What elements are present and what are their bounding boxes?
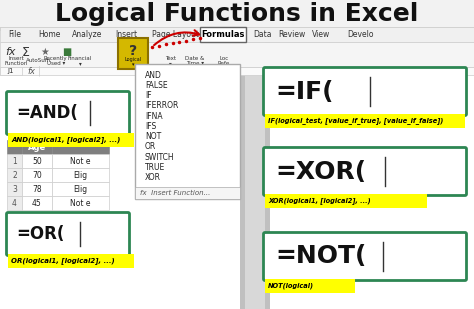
Bar xyxy=(0,42,474,67)
Text: AND(logical1, [logical2], ...): AND(logical1, [logical2], ...) xyxy=(11,137,120,143)
Text: OR(logical1, [logical2], ...): OR(logical1, [logical2], ...) xyxy=(11,257,115,265)
FancyBboxPatch shape xyxy=(264,232,466,281)
Text: Analyze: Analyze xyxy=(72,30,102,39)
Text: 78: 78 xyxy=(32,184,42,193)
Text: fx: fx xyxy=(5,47,16,57)
Text: 50: 50 xyxy=(32,156,42,166)
Text: fx: fx xyxy=(27,66,35,75)
Text: 70: 70 xyxy=(32,171,42,180)
Text: fx  Insert Function...: fx Insert Function... xyxy=(140,190,210,196)
Bar xyxy=(7,196,22,210)
Bar xyxy=(0,0,474,27)
Text: =NOT(: =NOT( xyxy=(275,244,366,269)
Text: Recently
Used ▾: Recently Used ▾ xyxy=(44,56,68,66)
Text: =IF(: =IF( xyxy=(275,79,334,104)
Text: Date &
Time ▾: Date & Time ▾ xyxy=(185,56,204,66)
Text: Not e: Not e xyxy=(70,198,91,208)
Text: Σ: Σ xyxy=(22,45,30,58)
FancyBboxPatch shape xyxy=(7,213,129,256)
Text: Review: Review xyxy=(278,30,305,39)
Bar xyxy=(22,168,52,182)
Bar xyxy=(0,27,474,42)
Text: Elig: Elig xyxy=(73,184,88,193)
Bar xyxy=(52,168,109,182)
Bar xyxy=(52,140,109,154)
Text: 1: 1 xyxy=(12,156,17,166)
Text: View: View xyxy=(312,30,330,39)
Text: FALSE: FALSE xyxy=(145,81,168,90)
Text: NOT(logical): NOT(logical) xyxy=(268,283,314,289)
Text: 2: 2 xyxy=(12,171,17,180)
FancyBboxPatch shape xyxy=(264,67,466,116)
Text: J1: J1 xyxy=(8,68,14,74)
Bar xyxy=(118,38,148,69)
Text: IFS: IFS xyxy=(145,122,156,131)
Bar xyxy=(245,31,265,309)
Text: =XOR(: =XOR( xyxy=(275,159,366,184)
Text: =AND(: =AND( xyxy=(16,104,78,122)
Text: IF(logical_test, [value_if_true], [value_if_false]): IF(logical_test, [value_if_true], [value… xyxy=(268,117,443,125)
Text: Financial
▾: Financial ▾ xyxy=(68,56,92,66)
Text: |: | xyxy=(38,66,41,76)
Text: AutoSum: AutoSum xyxy=(26,58,51,64)
Bar xyxy=(52,182,109,196)
Text: Page Layout: Page Layout xyxy=(152,30,199,39)
Bar xyxy=(8,254,134,268)
Text: Develo: Develo xyxy=(347,30,374,39)
Text: Elig: Elig xyxy=(73,171,88,180)
Bar xyxy=(7,168,22,182)
Text: NOT: NOT xyxy=(145,132,161,141)
FancyBboxPatch shape xyxy=(264,147,466,196)
Text: TRUE: TRUE xyxy=(145,163,165,172)
Text: XOR(logical1, [logical2], ...): XOR(logical1, [logical2], ...) xyxy=(268,197,371,205)
Text: Logical Functions in Excel: Logical Functions in Excel xyxy=(55,2,419,26)
Bar xyxy=(265,194,427,208)
Text: AND: AND xyxy=(145,71,162,80)
Bar xyxy=(22,154,52,168)
Text: File: File xyxy=(8,30,21,39)
Bar xyxy=(22,182,52,196)
Bar xyxy=(265,279,355,293)
Text: ■: ■ xyxy=(62,47,71,57)
Text: IFERROR: IFERROR xyxy=(145,101,178,110)
Text: Not e: Not e xyxy=(70,156,91,166)
Text: 45: 45 xyxy=(32,198,42,208)
Bar xyxy=(135,64,240,199)
Bar xyxy=(52,154,109,168)
Text: 3: 3 xyxy=(12,184,17,193)
Text: ?: ? xyxy=(129,44,137,58)
Text: XOR: XOR xyxy=(145,173,161,182)
Bar xyxy=(0,67,474,75)
Bar xyxy=(240,31,270,309)
Bar xyxy=(22,140,52,154)
Bar xyxy=(7,182,22,196)
Text: Insert: Insert xyxy=(115,30,137,39)
Text: Data: Data xyxy=(253,30,272,39)
FancyBboxPatch shape xyxy=(7,91,129,134)
Text: 4: 4 xyxy=(12,198,17,208)
Bar xyxy=(0,67,22,75)
Text: Home: Home xyxy=(38,30,60,39)
Text: OR: OR xyxy=(145,142,156,151)
Bar xyxy=(0,31,474,309)
Text: Formulas: Formulas xyxy=(201,30,245,39)
Bar xyxy=(135,187,240,199)
Bar xyxy=(7,140,22,154)
Text: Text
▾: Text ▾ xyxy=(165,56,176,66)
Text: IFNA: IFNA xyxy=(145,112,163,121)
Text: =OR(: =OR( xyxy=(16,225,64,243)
Text: Age: Age xyxy=(28,142,46,151)
Bar xyxy=(265,114,465,128)
Bar xyxy=(8,133,134,147)
Text: Insert
Function: Insert Function xyxy=(5,56,28,66)
Text: Logical
▾: Logical ▾ xyxy=(125,57,142,67)
Bar xyxy=(7,154,22,168)
Text: Loc
Refe: Loc Refe xyxy=(218,56,230,66)
Text: IF: IF xyxy=(145,91,152,100)
Text: SWITCH: SWITCH xyxy=(145,153,174,162)
Text: ★: ★ xyxy=(40,47,49,57)
Bar xyxy=(200,27,246,42)
Bar xyxy=(22,196,52,210)
Bar xyxy=(52,196,109,210)
